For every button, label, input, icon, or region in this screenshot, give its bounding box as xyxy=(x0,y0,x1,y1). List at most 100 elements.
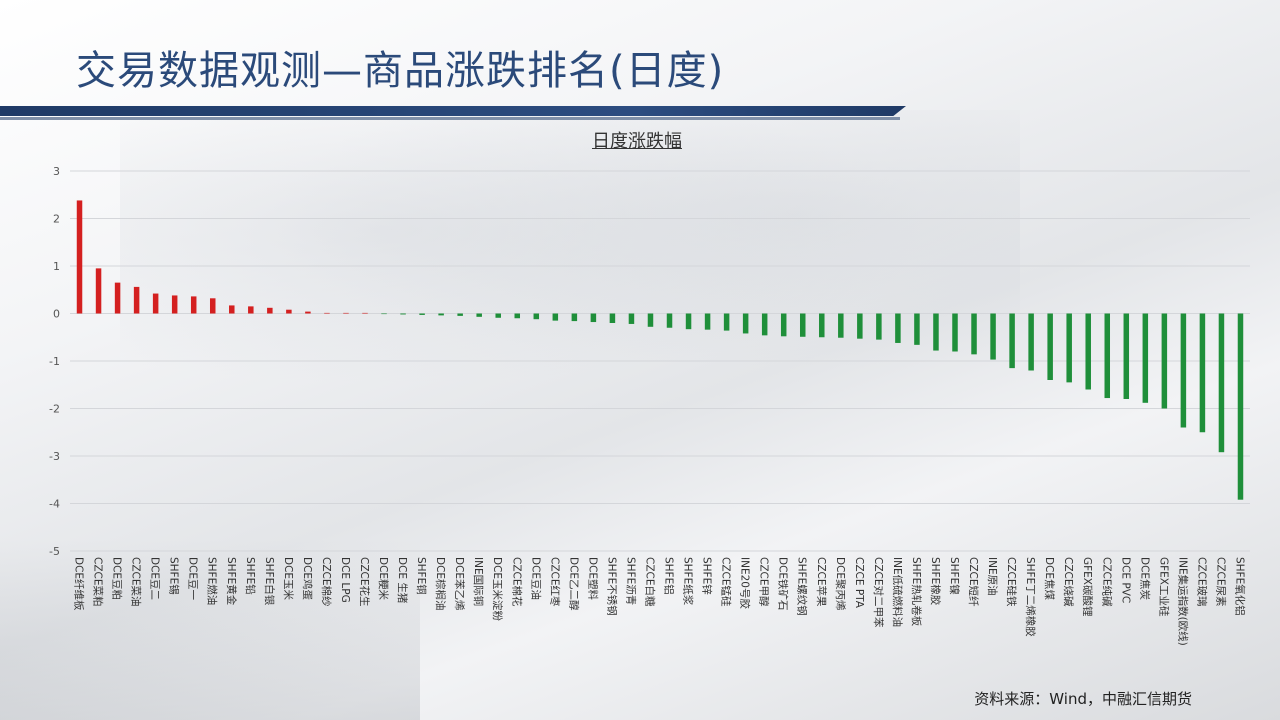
bar xyxy=(190,296,197,314)
bar xyxy=(229,305,235,314)
x-tick-label: CZCE红枣 xyxy=(548,557,561,607)
x-tick-label: CZCE白糖 xyxy=(643,557,656,607)
x-tick-label: DCE苯乙烯 xyxy=(453,557,466,611)
y-tick-label: -3 xyxy=(49,450,60,463)
x-tick-label: DCE鸡蛋 xyxy=(301,557,314,601)
bar xyxy=(1161,313,1168,409)
x-tick-label: SHFE氧化铝 xyxy=(1233,557,1246,616)
x-tick-label: INE20号胶 xyxy=(739,557,752,609)
x-tick-label: CZCE PTA xyxy=(853,557,865,609)
source-note: 资料来源：Wind，中融汇信期货 xyxy=(974,690,1192,708)
bar xyxy=(742,313,749,334)
x-tick-label: INE低硫燃料油 xyxy=(891,557,904,627)
x-tick-label: SHFE橡胶 xyxy=(929,557,942,606)
bar xyxy=(476,313,482,317)
x-tick-label: SHFE丁二烯橡胶 xyxy=(1024,557,1037,637)
y-tick-label: -1 xyxy=(49,355,60,368)
bar xyxy=(1028,313,1034,371)
x-tick-label: CZCE锰硅 xyxy=(720,557,733,607)
x-tick-label: DCE聚丙烯 xyxy=(834,557,847,611)
x-tick-label: CZCE对二甲苯 xyxy=(872,557,885,628)
x-tick-label: CZCE菜粕 xyxy=(92,557,105,607)
bar xyxy=(761,313,768,336)
x-tick-label: SHFE锌 xyxy=(701,557,714,595)
y-tick-label: 0 xyxy=(53,308,60,321)
bar xyxy=(305,311,311,314)
bar xyxy=(952,313,958,352)
x-tick-label: SHFE热轧卷板 xyxy=(910,557,923,627)
x-tick-label: SHFE纸浆 xyxy=(682,557,695,606)
y-tick-label: -2 xyxy=(49,403,60,416)
y-tick-label: 3 xyxy=(53,165,60,178)
x-tick-label: GFEX碳酸锂 xyxy=(1081,557,1094,617)
bar xyxy=(780,313,787,337)
x-tick-label: DCE纤维板 xyxy=(73,557,86,611)
bar xyxy=(685,313,692,330)
x-tick-label: DCE 生猪 xyxy=(396,557,409,604)
x-tick-label: DCE铁矿石 xyxy=(777,557,790,611)
bar xyxy=(76,200,83,314)
bar xyxy=(114,282,121,314)
x-tick-label: CZCE尿素 xyxy=(1214,557,1227,607)
x-tick-label: INE原油 xyxy=(986,557,999,596)
x-tick-label: CZCE纯碱 xyxy=(1100,557,1113,607)
bar xyxy=(533,313,540,320)
x-tick-label: CZCE烧碱 xyxy=(1062,557,1075,607)
x-tick-label: SHFE螺纹钢 xyxy=(796,557,809,616)
bar xyxy=(838,313,844,338)
x-tick-label: INE集运指数(欧线) xyxy=(1176,557,1189,646)
x-tick-label: CZCE硅铁 xyxy=(1005,557,1018,607)
x-tick-label: CZCE玻璃 xyxy=(1195,557,1208,607)
bar xyxy=(933,313,939,351)
x-tick-label: SHFE不锈钢 xyxy=(605,557,618,616)
x-tick-label: DCE粳米 xyxy=(377,557,390,601)
bar xyxy=(267,307,273,314)
bar xyxy=(1009,313,1015,369)
bar xyxy=(343,312,349,314)
bar xyxy=(286,309,292,314)
bar xyxy=(1047,313,1053,380)
bar xyxy=(876,313,882,340)
title-underline-band xyxy=(0,106,906,116)
x-tick-label: DCE豆一 xyxy=(187,557,199,601)
x-tick-label: DCE塑料 xyxy=(586,557,599,601)
bar xyxy=(438,313,444,316)
bar xyxy=(571,313,578,322)
chart-title: 日度涨跌幅 xyxy=(592,131,682,152)
bar xyxy=(1066,313,1072,383)
bar xyxy=(381,313,387,315)
x-tick-label: SHFE铅 xyxy=(244,557,257,595)
x-tick-label: SHFE锡 xyxy=(168,557,181,595)
bar xyxy=(990,313,996,360)
bar xyxy=(133,286,140,314)
x-tick-label: DCE焦煤 xyxy=(1043,557,1056,601)
x-tick-label: DCE焦炭 xyxy=(1138,557,1151,601)
y-tick-label: -4 xyxy=(49,498,60,511)
bar xyxy=(419,313,425,315)
x-tick-label: DCE豆粕 xyxy=(111,557,124,600)
bar xyxy=(209,298,216,314)
bar xyxy=(1142,313,1149,403)
bar xyxy=(609,313,616,323)
x-tick-label: CZCE棉花 xyxy=(510,557,523,607)
bar xyxy=(895,313,901,343)
bar xyxy=(552,313,559,321)
y-tick-label: 2 xyxy=(53,213,60,226)
bar xyxy=(1085,313,1091,390)
bar xyxy=(1218,313,1225,453)
x-tick-label: INE国际铜 xyxy=(472,557,484,606)
x-tick-label: DCE PVC xyxy=(1119,557,1131,603)
bar xyxy=(590,313,597,323)
bar xyxy=(1199,313,1206,433)
bar xyxy=(152,293,159,314)
x-tick-label: SHFE白银 xyxy=(263,557,276,606)
bar xyxy=(171,295,178,314)
x-tick-label: DCE豆二 xyxy=(149,557,161,600)
bar xyxy=(914,313,920,345)
x-tick-label: DCE棕榈油 xyxy=(434,557,447,611)
x-tick-label: GFEX工业硅 xyxy=(1157,557,1170,617)
bar xyxy=(857,313,863,339)
bar xyxy=(1180,313,1187,428)
bar xyxy=(514,313,521,319)
bar xyxy=(819,313,825,338)
